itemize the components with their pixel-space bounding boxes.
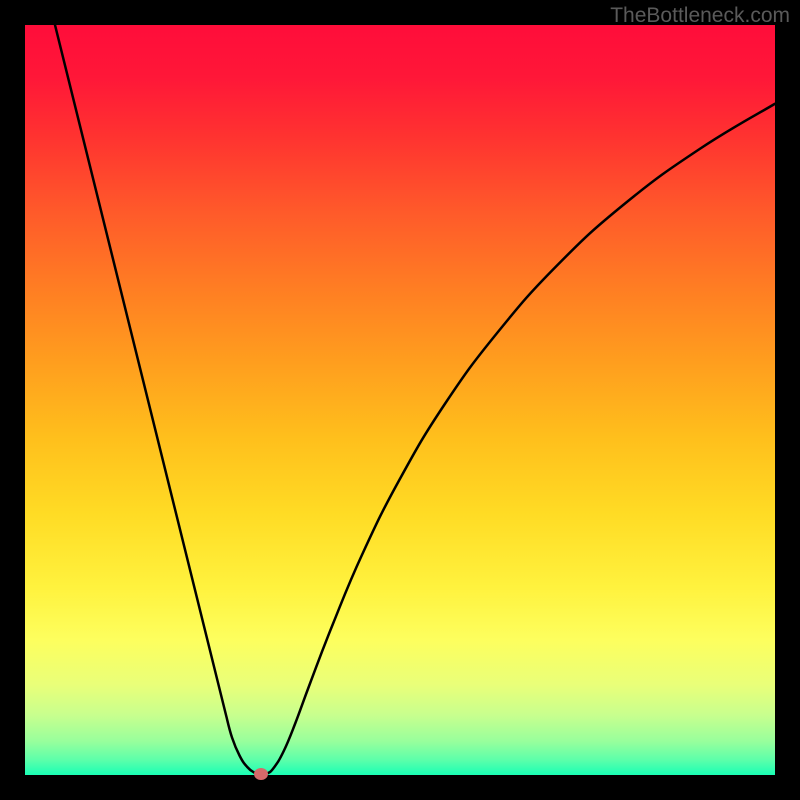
plot-area bbox=[25, 25, 775, 775]
bottleneck-curve bbox=[25, 25, 775, 775]
minimum-marker bbox=[254, 768, 268, 780]
watermark-text: TheBottleneck.com bbox=[610, 4, 790, 28]
